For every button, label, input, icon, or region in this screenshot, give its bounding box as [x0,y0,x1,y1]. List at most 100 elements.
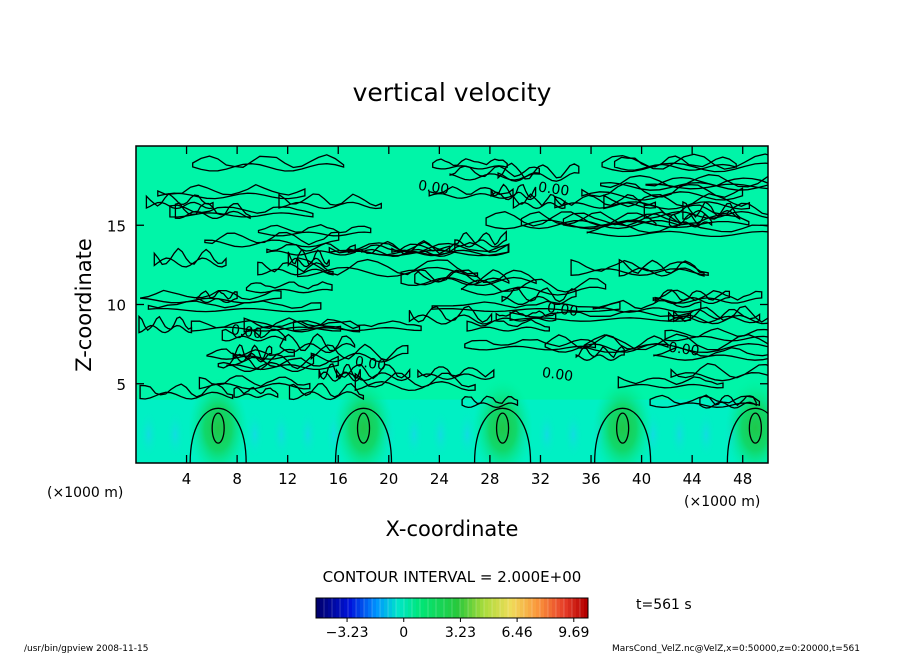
contour-line [335,363,411,382]
colorbar-band-62 [564,598,569,618]
contour-line [206,348,295,360]
colorbar-band-66 [580,598,585,618]
downdraft-streak [244,408,265,461]
contour-line [198,375,311,390]
x-tick-label-7: 32 [531,470,550,488]
colorbar-band-63 [568,598,573,618]
contour-line [296,256,479,278]
colorbar-band-9 [352,598,357,618]
contour-line [649,394,761,408]
colorbar-band-6 [340,598,345,618]
colorbar-band-50 [516,598,521,618]
contour-line [554,194,657,209]
colorbar-band-19 [392,598,397,618]
colorbar-band-57 [544,598,549,618]
contour-line [664,327,768,342]
contour-line [592,299,702,313]
contour-line [575,345,625,361]
contour-line [204,231,340,248]
contour-line [667,308,761,324]
colorbar-band-42 [484,598,489,618]
colorbar-band-35 [456,598,461,618]
contour-line [157,183,306,200]
contour-line [617,375,724,389]
contour-line [601,153,768,173]
colorbar-band-36 [460,598,465,618]
contour-line [670,362,768,382]
colorbar-tick-label-1: 0 [399,625,408,641]
contour-line [414,269,510,286]
colorbar-band-10 [356,598,361,618]
contour-line [279,333,356,354]
colorbar-band-37 [464,598,469,618]
x-tick-label-8: 36 [581,470,600,488]
contour-line [139,289,282,304]
contour-line [417,366,495,381]
colorbar-band-22 [404,598,409,618]
x-tick-label-6: 28 [480,470,499,488]
updraft-inner-contour-1 [356,412,371,444]
colorbar-band-15 [376,598,381,618]
contour-line [673,305,768,325]
contour-line [501,287,577,305]
contour-line [600,174,768,191]
colorbar-tick-label-4: 9.69 [558,625,589,641]
x-axis: 4 8 12 16 20 24 28 32 36 40 44 48 [182,146,752,488]
contour-label-6: 0.00 [667,340,700,360]
colorbar-band-17 [384,598,389,618]
contour-line [400,269,537,287]
downdraft-streak [430,408,451,461]
contour-line [544,334,669,353]
colorbar-band-31 [440,598,445,618]
colorbar-band-47 [504,598,509,618]
updraft-contour-4 [726,407,768,463]
colorbar-band-24 [412,598,417,618]
x-tick-label-2: 12 [278,470,297,488]
contour-interval-text: CONTOUR INTERVAL = 2.000E+00 [323,568,582,586]
colorbar-band-27 [424,598,429,618]
colorbar-band-3 [328,598,333,618]
contour-line [520,211,681,230]
contour-line [432,158,508,170]
colorbar-band-25 [416,598,421,618]
contour-label-4: 0.00 [541,365,574,385]
contour-line [287,248,330,268]
contour-line [153,247,227,268]
colorbar-ticks: −3.23 0 3.23 6.46 9.69 [326,618,589,641]
downdraft-streak [271,408,292,461]
colorbar-band-38 [468,598,473,618]
colorbar-band-12 [364,598,369,618]
updraft-core-1 [333,378,394,463]
colorbar-band-23 [408,598,413,618]
colorbar-band-54 [532,598,537,618]
updraft-inner-contour-4 [748,412,763,444]
colorbar-band-11 [360,598,365,618]
downdraft-streak [297,408,318,461]
colorbar-band-5 [336,598,341,618]
footer-right: MarsCond_VelZ.nc@VelZ,x=0:50000,z=0:2000… [612,644,860,654]
contour-line [497,162,580,182]
colorbar-band-61 [560,598,565,618]
colorbar-band-46 [500,598,505,618]
colorbar-band-28 [428,598,433,618]
contour-line [243,317,361,333]
updraft-contour-1 [334,407,393,463]
colorbar-tick-label-0: −3.23 [326,625,369,641]
updraft-contour-3 [593,407,652,463]
contour-line [461,395,519,409]
x-tick-label-3: 16 [329,470,348,488]
contour-label-3: 0.00 [354,354,387,374]
contour-line [266,242,356,256]
colorbar-band-40 [476,598,481,618]
colorbar-band-29 [432,598,437,618]
contour-label-1: 0.00 [537,179,570,199]
contour-label-0: 0.00 [417,178,450,198]
contour-line [257,224,372,237]
contour-line [454,230,507,248]
footer-left: /usr/bin/gpview 2008-11-15 [24,644,148,654]
contour-line [460,277,607,296]
colorbar-band-39 [472,598,477,618]
contour-line [226,355,339,371]
time-label: t=561 s [636,597,692,613]
